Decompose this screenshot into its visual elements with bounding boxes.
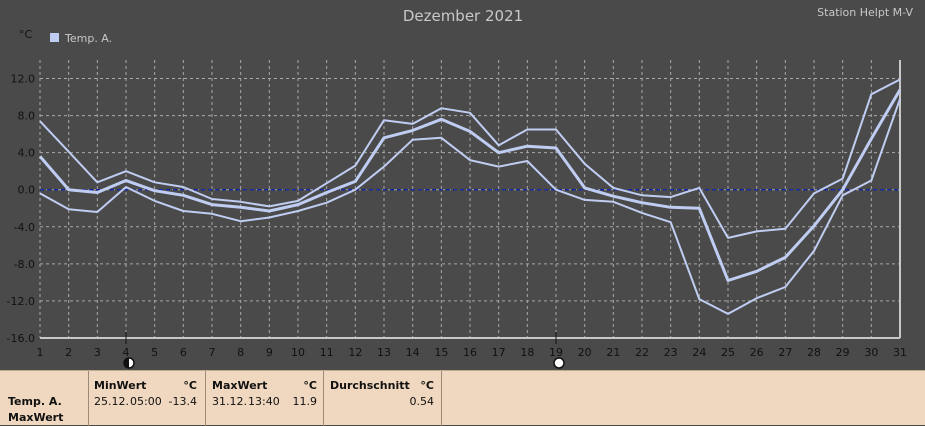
y-tick-label: -16.0 xyxy=(7,332,35,345)
y-tick-label: 12.0 xyxy=(11,73,36,86)
x-tick-label: 14 xyxy=(406,346,420,359)
x-tick-label: 12 xyxy=(348,346,362,359)
avg-title: Durchschnitt xyxy=(330,379,410,392)
x-tick-label: 25 xyxy=(721,346,735,359)
x-tick-label: 20 xyxy=(578,346,592,359)
legend-label: Temp. A. xyxy=(64,32,112,45)
stats-panel: Temp. A. MaxWert MinWert °C 25.12. 05:00… xyxy=(0,370,925,426)
x-tick-label: 4 xyxy=(123,346,130,359)
legend-swatch xyxy=(50,33,59,42)
series-line-min xyxy=(39,98,901,315)
x-tick-label: 18 xyxy=(520,346,534,359)
x-tick-label: 8 xyxy=(237,346,244,359)
day-markers xyxy=(123,332,565,369)
y-tick-label: 4.0 xyxy=(18,147,36,160)
row-label-series: Temp. A. xyxy=(8,395,62,408)
x-tick-label: 19 xyxy=(549,346,563,359)
series-line-avg xyxy=(38,88,902,282)
x-tick-label: 30 xyxy=(864,346,878,359)
min-value: -13.4 xyxy=(168,395,197,408)
x-tick-label: 17 xyxy=(492,346,506,359)
x-tick-label: 10 xyxy=(291,346,305,359)
avg-unit: °C xyxy=(420,379,434,392)
min-unit: °C xyxy=(183,379,197,392)
x-tick-label: 26 xyxy=(750,346,764,359)
x-tick-label: 21 xyxy=(606,346,620,359)
x-tick-label: 1 xyxy=(37,346,44,359)
x-tick-label: 22 xyxy=(635,346,649,359)
x-tick-label: 5 xyxy=(151,346,158,359)
max-title: MaxWert xyxy=(212,379,268,392)
temperature-chart: Dezember 2021 Station Helpt M-V °C Temp.… xyxy=(6,6,914,369)
y-tick-label: -12.0 xyxy=(7,295,35,308)
y-tick-label: 0.0 xyxy=(18,184,36,197)
series-line-max xyxy=(39,78,901,239)
x-tick-label: 23 xyxy=(664,346,678,359)
x-tick-label: 11 xyxy=(320,346,334,359)
x-tick-label: 13 xyxy=(377,346,391,359)
min-cell: MinWert °C 25.12. 05:00 -13.4 xyxy=(89,371,206,426)
y-tick-label: 8.0 xyxy=(18,110,36,123)
max-date: 31.12. xyxy=(212,395,247,408)
min-date: 25.12. xyxy=(94,395,129,408)
x-tick-label: 9 xyxy=(266,346,273,359)
y-axis-unit: °C xyxy=(19,28,33,41)
x-tick-label: 3 xyxy=(94,346,101,359)
max-unit: °C xyxy=(303,379,317,392)
avg-value: 0.54 xyxy=(409,395,435,408)
y-tick-label: -8.0 xyxy=(14,258,35,271)
x-tick-label: 2 xyxy=(65,346,72,359)
max-cell: MaxWert °C 31.12. 13:40 11.9 xyxy=(206,371,324,426)
station-label: Station Helpt M-V xyxy=(817,6,913,19)
x-tick-label: 29 xyxy=(836,346,850,359)
marker-half-down xyxy=(124,358,129,368)
max-time: 13:40 xyxy=(248,395,280,408)
x-tick-label: 24 xyxy=(692,346,706,359)
x-tick-label: 6 xyxy=(180,346,187,359)
min-time: 05:00 xyxy=(130,395,162,408)
x-tick-label: 15 xyxy=(434,346,448,359)
y-tick-label: -4.0 xyxy=(14,221,35,234)
x-tick-label: 16 xyxy=(463,346,477,359)
x-tick-label: 28 xyxy=(807,346,821,359)
x-tick-label: 31 xyxy=(893,346,907,359)
row-label-cell: Temp. A. MaxWert xyxy=(0,371,89,426)
min-title: MinWert xyxy=(94,379,147,392)
x-tick-label: 7 xyxy=(209,346,216,359)
axes: 1 2 3 4 5 6 7 8 9 10 11 12 13 14 15 16 17 18 19 20 21 22 23 24 2… xyxy=(7,60,907,359)
avg-cell: Durchschnitt °C 0.54 xyxy=(324,371,442,426)
marker-circle-up xyxy=(553,357,565,369)
max-value: 11.9 xyxy=(292,395,318,408)
x-tick-label: 27 xyxy=(778,346,792,359)
series-lines xyxy=(38,78,902,315)
chart-title: Dezember 2021 xyxy=(403,7,523,25)
row-label-type: MaxWert xyxy=(8,411,64,424)
